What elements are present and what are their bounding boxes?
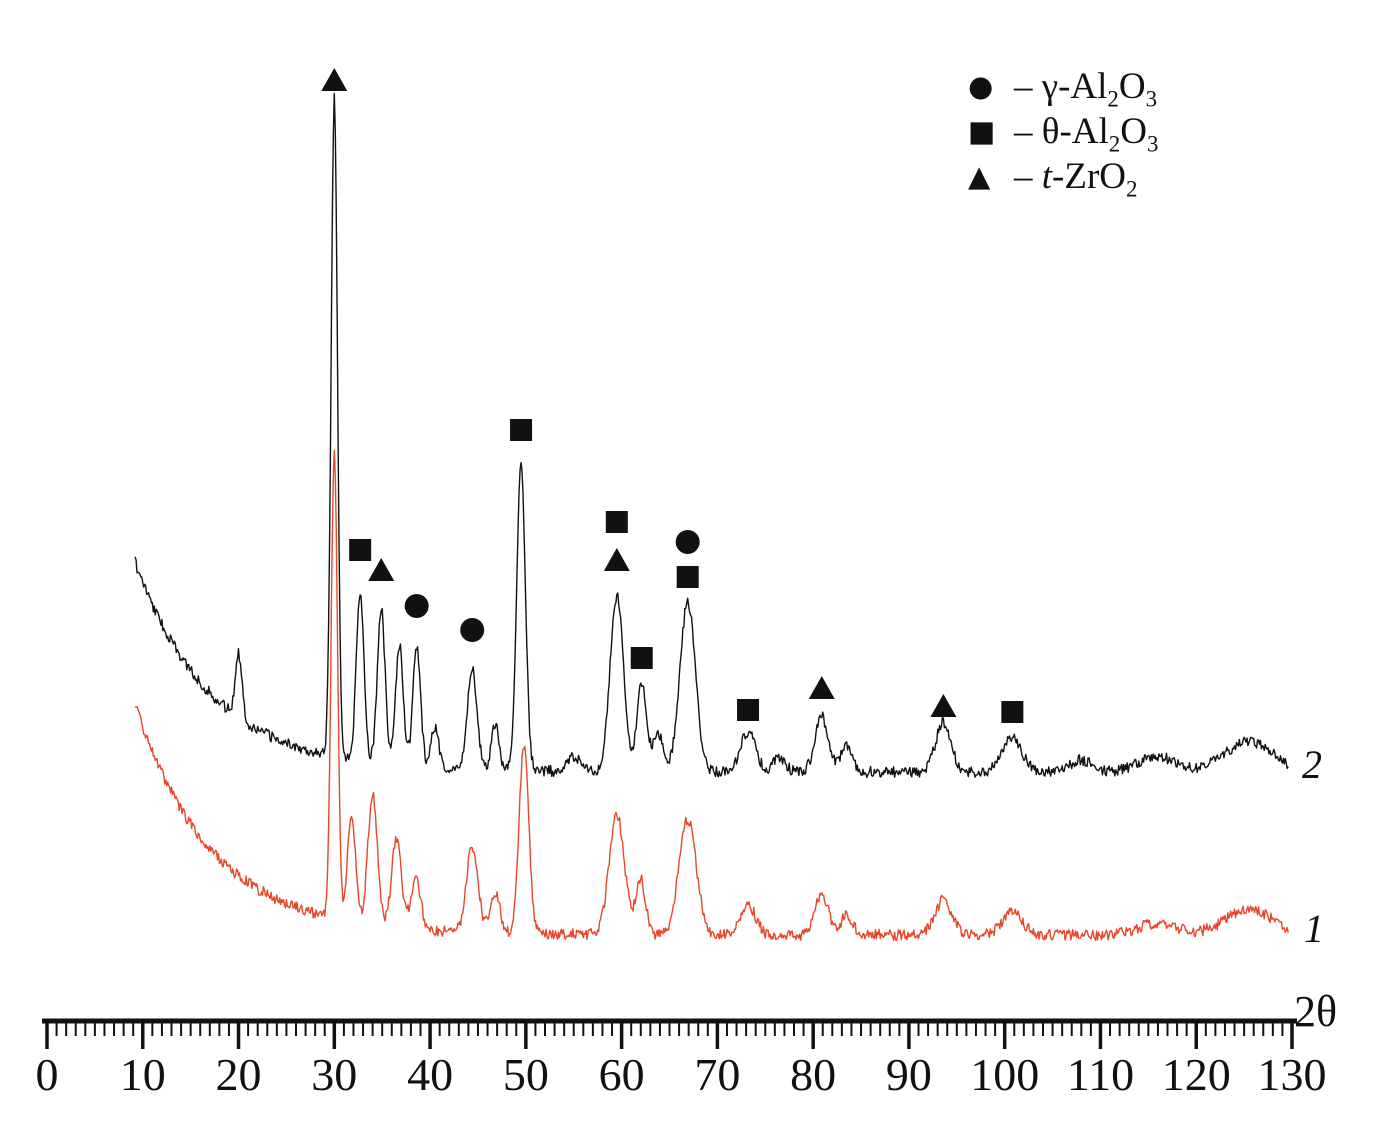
x-tick-label: 0 xyxy=(36,1049,59,1100)
x-tick-label: 60 xyxy=(599,1049,645,1100)
legend-item-gamma-al2o3: ● – γ-Al2O3 xyxy=(968,64,1158,112)
legend-label-part: – θ-Al xyxy=(1014,111,1109,152)
legend-label-part: O xyxy=(1118,66,1146,107)
filled-square-icon: ■ xyxy=(968,114,996,148)
curve-label-2: 2 xyxy=(1302,742,1322,787)
peak-marker-triangle xyxy=(930,694,957,717)
peak-marker-square xyxy=(737,699,760,721)
legend-subscript: 2 xyxy=(1107,86,1119,112)
legend-label-part: -ZrO xyxy=(1052,156,1126,197)
peak-marker-square xyxy=(510,419,533,441)
x-axis: 0 10 20 30 40 50 60 70 80 90 100 110 120 130 xyxy=(36,1018,1327,1100)
x-tick-label: 30 xyxy=(311,1049,357,1100)
xrd-curve-2 xyxy=(134,92,1289,779)
x-tick-label: 20 xyxy=(216,1049,262,1100)
filled-triangle-icon: ▲ xyxy=(968,159,991,193)
legend-label-italic: t xyxy=(1041,156,1053,197)
xrd-curve-1 xyxy=(134,449,1289,942)
curves: 21 xyxy=(134,92,1324,951)
peak-marker-square xyxy=(349,539,372,561)
peak-marker-triangle xyxy=(808,676,835,699)
peak-marker-circle xyxy=(404,594,429,618)
curve-label-1: 1 xyxy=(1304,906,1324,951)
x-tick-label: 10 xyxy=(120,1049,166,1100)
peak-marker-square xyxy=(1001,701,1024,723)
legend-subscript: 2 xyxy=(1108,131,1121,157)
legend-item-t-zro2: ▲ – t-ZrO2 xyxy=(968,154,1158,202)
x-tick-label: 50 xyxy=(503,1049,549,1100)
legend-item-theta-al2o3: ■ – θ-Al2O3 xyxy=(968,109,1159,157)
legend-subscript: 3 xyxy=(1145,86,1158,112)
peak-marker-triangle xyxy=(603,548,630,571)
legend-label-part: O xyxy=(1120,111,1147,152)
legend-label: – θ-Al2O3 xyxy=(1014,110,1159,157)
x-tick-label: 80 xyxy=(790,1049,836,1100)
legend-subscript: 2 xyxy=(1126,176,1138,202)
filled-circle-icon: ● xyxy=(968,69,994,103)
x-tick-label: 90 xyxy=(886,1049,932,1100)
peak-marker-square xyxy=(630,647,653,669)
legend-subscript: 3 xyxy=(1147,131,1159,157)
x-tick-label: 70 xyxy=(694,1049,740,1100)
legend-label-part: – γ-Al xyxy=(1014,66,1108,107)
peak-markers xyxy=(321,68,1024,723)
x-tick-label: 110 xyxy=(1067,1049,1134,1100)
x-tick-label: 40 xyxy=(407,1049,453,1100)
peak-marker-triangle xyxy=(368,558,395,581)
x-tick-label: 100 xyxy=(970,1049,1039,1100)
peak-marker-square xyxy=(605,511,628,533)
peak-marker-triangle xyxy=(321,68,348,91)
legend: ● – γ-Al2O3 ■ – θ-Al2O3 ▲ – t-ZrO2 xyxy=(968,64,1159,202)
x-tick-label: 120 xyxy=(1162,1049,1231,1100)
peak-marker-circle xyxy=(675,530,700,554)
legend-label: – t-ZrO2 xyxy=(1014,155,1138,202)
x-axis-title: 2θ xyxy=(1294,987,1338,1036)
legend-label: – γ-Al2O3 xyxy=(1014,65,1158,112)
legend-label-part: – xyxy=(1014,156,1042,197)
peak-marker-circle xyxy=(460,618,485,642)
peak-marker-square xyxy=(676,566,699,588)
x-tick-label: 130 xyxy=(1258,1049,1327,1100)
